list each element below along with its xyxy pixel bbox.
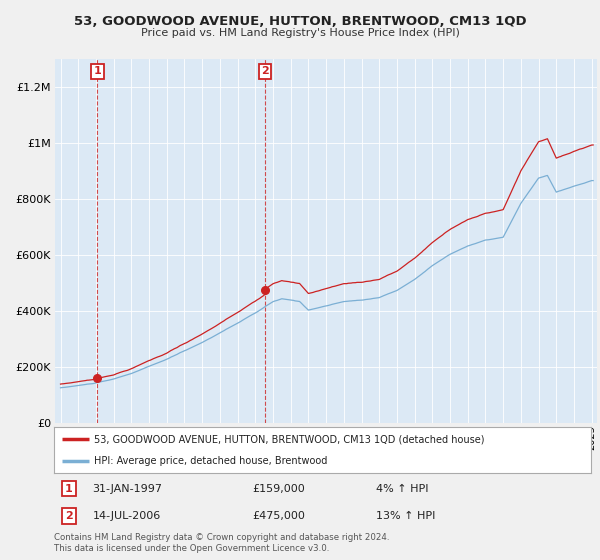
Text: 2: 2 — [65, 511, 73, 521]
Text: £475,000: £475,000 — [253, 511, 305, 521]
Text: 4% ↑ HPI: 4% ↑ HPI — [376, 484, 428, 493]
Text: 1: 1 — [65, 484, 73, 493]
Text: 1: 1 — [94, 67, 101, 76]
Text: 13% ↑ HPI: 13% ↑ HPI — [376, 511, 436, 521]
Text: 2: 2 — [261, 67, 269, 76]
Text: 14-JUL-2006: 14-JUL-2006 — [92, 511, 161, 521]
Text: Contains HM Land Registry data © Crown copyright and database right 2024.
This d: Contains HM Land Registry data © Crown c… — [54, 533, 389, 553]
Text: 53, GOODWOOD AVENUE, HUTTON, BRENTWOOD, CM13 1QD: 53, GOODWOOD AVENUE, HUTTON, BRENTWOOD, … — [74, 15, 526, 28]
Text: 31-JAN-1997: 31-JAN-1997 — [92, 484, 163, 493]
Text: £159,000: £159,000 — [253, 484, 305, 493]
Text: 53, GOODWOOD AVENUE, HUTTON, BRENTWOOD, CM13 1QD (detached house): 53, GOODWOOD AVENUE, HUTTON, BRENTWOOD, … — [94, 434, 485, 444]
Text: HPI: Average price, detached house, Brentwood: HPI: Average price, detached house, Bren… — [94, 456, 328, 466]
Text: Price paid vs. HM Land Registry's House Price Index (HPI): Price paid vs. HM Land Registry's House … — [140, 28, 460, 38]
